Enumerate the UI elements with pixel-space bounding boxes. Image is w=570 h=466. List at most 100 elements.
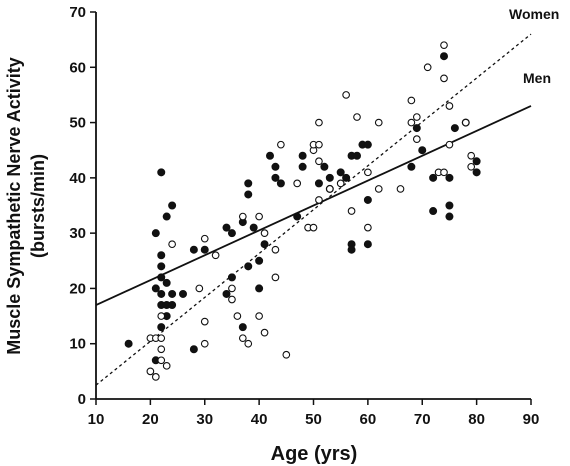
point-women	[396, 185, 405, 193]
point-men	[255, 256, 264, 265]
point-women	[168, 240, 176, 249]
point-women	[407, 118, 416, 127]
point-women	[200, 339, 209, 348]
point-men	[162, 278, 171, 287]
point-men	[298, 151, 307, 160]
x-tick-label: 90	[523, 411, 540, 428]
y-tick-label: 0	[78, 391, 86, 408]
point-men	[363, 140, 372, 149]
point-men	[265, 151, 274, 160]
point-men	[222, 289, 231, 298]
point-women	[412, 135, 421, 144]
point-men	[271, 162, 280, 171]
point-men	[157, 262, 166, 271]
point-men	[168, 301, 177, 310]
point-women	[374, 118, 383, 127]
point-men	[249, 223, 258, 232]
point-men	[407, 162, 416, 171]
point-men	[151, 229, 160, 238]
y-axis-title-line2: (bursts/min)	[28, 154, 48, 258]
point-women	[325, 185, 334, 193]
point-women	[271, 273, 280, 282]
point-women	[293, 179, 302, 188]
trendline-women	[95, 33, 532, 386]
point-men	[168, 201, 177, 210]
y-tick-label: 50	[69, 115, 86, 132]
y-tick-label: 10	[69, 336, 86, 353]
point-men	[336, 168, 345, 177]
x-tick-label: 60	[360, 411, 377, 428]
point-men	[157, 251, 166, 260]
point-men	[450, 124, 459, 133]
point-women	[315, 196, 323, 204]
x-tick-label: 30	[196, 411, 213, 428]
y-tick-label: 40	[69, 170, 86, 187]
point-men	[412, 124, 421, 133]
point-men	[325, 173, 334, 182]
point-women	[244, 339, 253, 348]
point-men	[439, 52, 448, 61]
x-tick-label: 20	[142, 411, 159, 428]
point-men	[222, 223, 231, 232]
point-women	[146, 367, 155, 376]
x-axis-title: Age (yrs)	[271, 443, 358, 465]
point-women	[157, 334, 166, 343]
point-women	[271, 245, 280, 254]
point-women	[282, 350, 291, 359]
point-women	[151, 373, 160, 381]
series-label-men: Men	[523, 70, 551, 86]
point-women	[157, 345, 166, 354]
point-women	[315, 140, 323, 149]
x-tick-label: 40	[251, 411, 268, 428]
point-women	[260, 229, 269, 237]
trendlines	[95, 33, 532, 386]
point-men	[298, 162, 307, 171]
point-women	[445, 102, 454, 110]
point-women	[423, 63, 432, 72]
data-points	[124, 41, 481, 381]
x-ticks: 10 20 30 40 50 60 70 80 90	[88, 399, 540, 428]
point-women	[440, 74, 448, 83]
point-women	[342, 91, 350, 99]
series-label-women: Women	[509, 6, 559, 22]
point-men	[168, 289, 177, 298]
point-women	[200, 317, 209, 326]
point-men	[429, 173, 438, 182]
point-women	[238, 334, 247, 343]
point-women	[255, 312, 263, 320]
point-women	[195, 284, 204, 293]
point-women	[347, 207, 356, 215]
point-women	[228, 284, 236, 293]
point-men	[244, 262, 253, 271]
point-women	[467, 151, 476, 160]
point-men	[227, 229, 236, 238]
point-men	[244, 179, 253, 188]
point-men	[238, 323, 247, 332]
point-women	[407, 96, 416, 105]
point-men	[157, 168, 166, 177]
trendline-men	[95, 105, 532, 306]
point-men	[151, 284, 160, 293]
point-men	[227, 273, 236, 282]
point-women	[445, 140, 454, 149]
y-axis-title-line1: Muscle Sympathetic Nerve Activity	[4, 57, 24, 354]
point-women	[228, 295, 236, 304]
y-tick-label: 70	[69, 4, 86, 21]
y-tick-label: 20	[69, 280, 86, 297]
point-men	[352, 151, 361, 160]
point-women	[260, 328, 269, 337]
point-men	[347, 245, 356, 254]
point-men	[293, 212, 302, 221]
point-men	[429, 207, 438, 216]
point-women	[162, 361, 171, 370]
point-men	[260, 240, 269, 249]
x-tick-label: 10	[88, 411, 105, 428]
point-men	[157, 273, 166, 282]
labels: Women Men Age (yrs) Muscle Sympathetic N…	[4, 6, 559, 465]
point-women	[353, 113, 361, 121]
point-men	[244, 190, 253, 199]
x-tick-label: 50	[305, 411, 322, 428]
point-men	[255, 284, 264, 293]
point-women	[440, 41, 448, 50]
point-women	[211, 251, 220, 260]
